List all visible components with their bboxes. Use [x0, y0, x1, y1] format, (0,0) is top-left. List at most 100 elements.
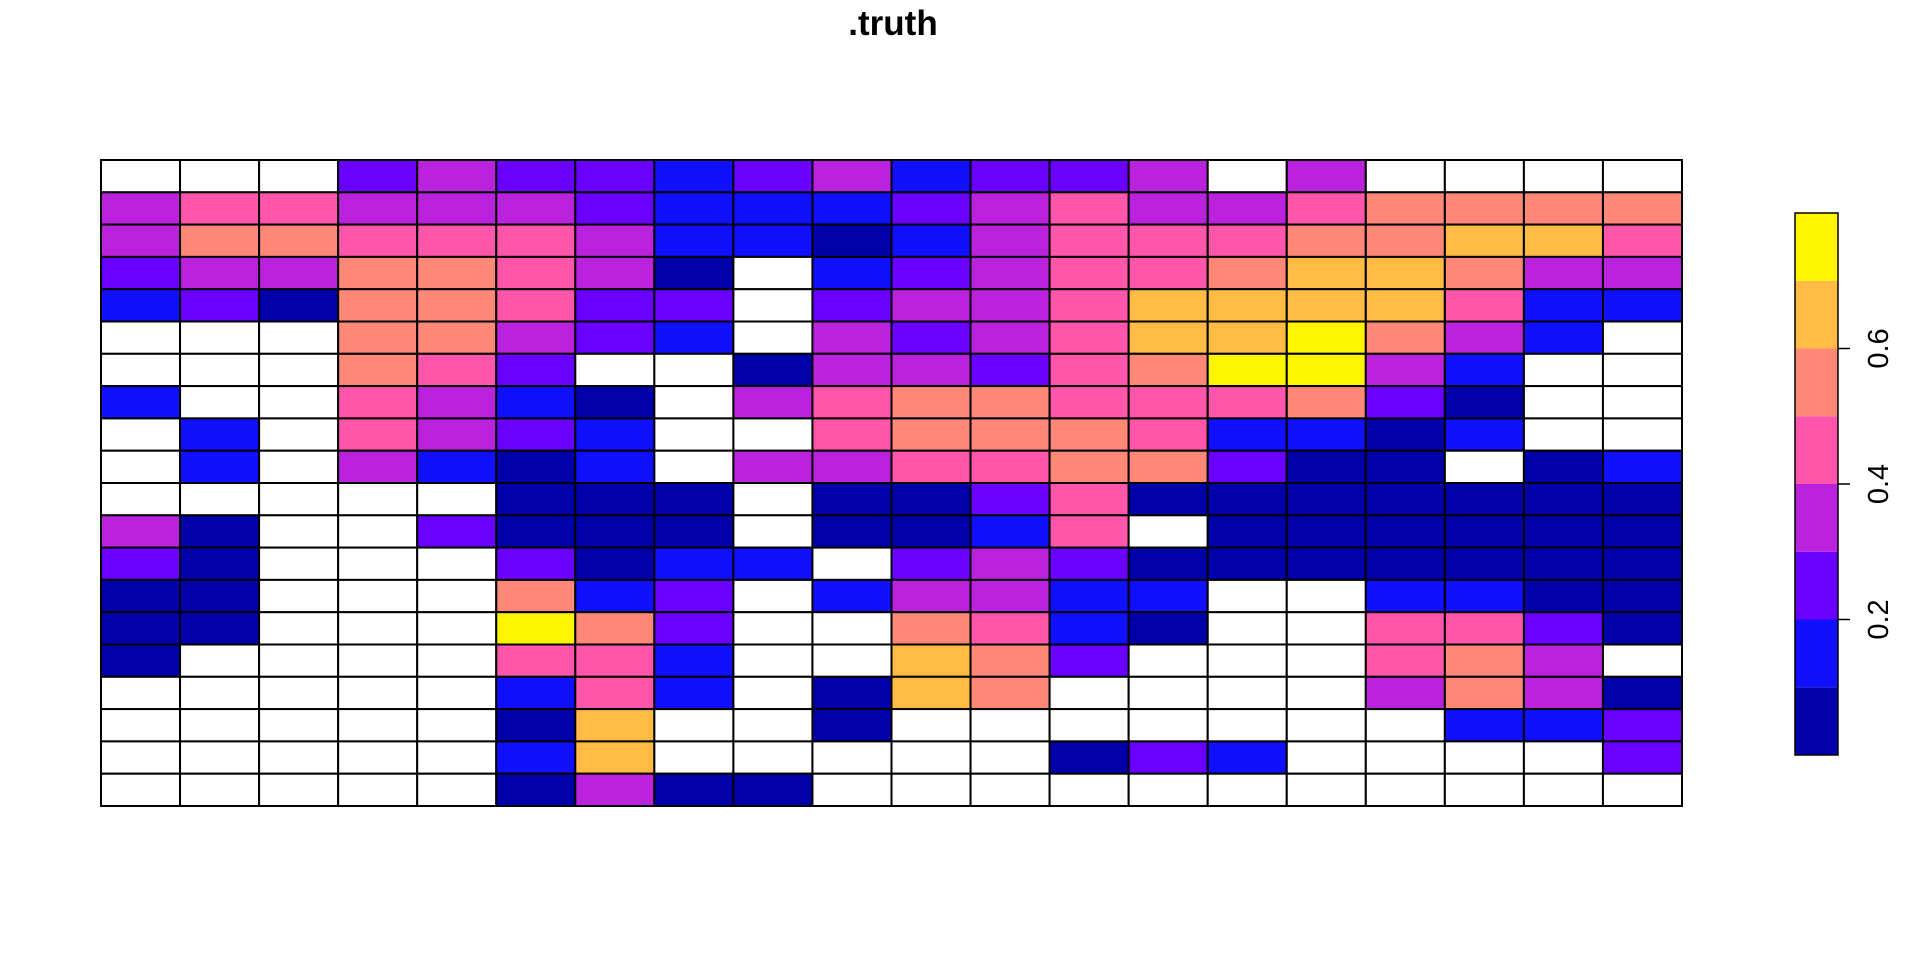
heatmap-cell: [100, 611, 182, 646]
heatmap-cell: [811, 546, 893, 581]
heatmap-cell: [574, 514, 656, 549]
heatmap-cell: [1443, 482, 1525, 517]
heatmap-cell: [100, 385, 182, 420]
heatmap-cell: [969, 320, 1051, 355]
heatmap-cell: [179, 708, 261, 743]
heatmap-cell: [1048, 708, 1130, 743]
heatmap-cell: [416, 320, 498, 355]
heatmap-cell: [1522, 385, 1604, 420]
heatmap-cell: [337, 191, 419, 226]
heatmap-cell: [1601, 675, 1683, 711]
heatmap-cell: [811, 772, 893, 808]
heatmap-cell: [1443, 708, 1525, 743]
heatmap-cell: [1522, 772, 1604, 808]
heatmap-cell: [1601, 514, 1683, 549]
heatmap-cell: [258, 385, 340, 420]
heatmap-cell: [179, 255, 261, 291]
heatmap-cell: [574, 385, 656, 420]
heatmap-cell: [732, 191, 814, 226]
heatmap-cell: [811, 675, 893, 711]
heatmap-cell: [1364, 159, 1446, 194]
heatmap-cell: [258, 223, 340, 258]
heatmap-cell: [969, 546, 1051, 581]
heatmap-cell: [574, 740, 656, 775]
heatmap-cell: [732, 352, 814, 388]
heatmap-cell: [1048, 643, 1130, 678]
heatmap-cell: [179, 288, 261, 323]
heatmap-cell: [732, 288, 814, 323]
heatmap-cell: [100, 772, 182, 808]
heatmap-cell: [574, 449, 656, 485]
heatmap-cell: [811, 352, 893, 388]
heatmap-cell: [732, 514, 814, 549]
heatmap-cell: [337, 288, 419, 323]
heatmap-cell: [1601, 482, 1683, 517]
heatmap-cell: [1285, 223, 1367, 258]
heatmap-cell: [100, 255, 182, 291]
heatmap-cell: [574, 643, 656, 678]
heatmap-cell: [179, 514, 261, 549]
heatmap-cell: [890, 449, 972, 485]
heatmap-cell: [258, 675, 340, 711]
heatmap-cell: [495, 223, 577, 258]
heatmap-cell: [416, 708, 498, 743]
heatmap-cell: [811, 643, 893, 678]
heatmap-cell: [337, 643, 419, 678]
colorbar-segment: [1795, 687, 1838, 755]
heatmap-cell: [337, 255, 419, 291]
heatmap-cell: [179, 546, 261, 581]
heatmap-cell: [258, 482, 340, 517]
heatmap-cell: [653, 675, 735, 711]
heatmap-cell: [1443, 417, 1525, 452]
heatmap-cell: [653, 514, 735, 549]
heatmap-cell: [1285, 449, 1367, 485]
heatmap-cell: [100, 223, 182, 258]
heatmap-cell: [258, 514, 340, 549]
heatmap-cell: [1206, 255, 1288, 291]
heatmap-cell: [1601, 352, 1683, 388]
heatmap-cell: [1127, 578, 1209, 614]
heatmap-cell: [1364, 191, 1446, 226]
heatmap-cell: [1364, 578, 1446, 614]
heatmap-cell: [890, 675, 972, 711]
heatmap-cell: [1364, 223, 1446, 258]
heatmap-cell: [416, 643, 498, 678]
heatmap-cell: [1285, 740, 1367, 775]
heatmap-cell: [1127, 708, 1209, 743]
heatmap-cell: [1364, 352, 1446, 388]
heatmap-cell: [890, 708, 972, 743]
heatmap-cell: [1522, 320, 1604, 355]
heatmap-cell: [495, 611, 577, 646]
heatmap-cell: [258, 320, 340, 355]
heatmap-cell: [1364, 288, 1446, 323]
heatmap-cell: [416, 191, 498, 226]
heatmap-cell: [653, 385, 735, 420]
heatmap-cell: [969, 740, 1051, 775]
heatmap-cell: [969, 772, 1051, 808]
heatmap-cell: [1443, 675, 1525, 711]
heatmap-cell: [1127, 385, 1209, 420]
heatmap-cell: [811, 417, 893, 452]
heatmap-cell: [100, 288, 182, 323]
heatmap-cell: [416, 611, 498, 646]
heatmap-cell: [100, 191, 182, 226]
heatmap-cell: [969, 578, 1051, 614]
heatmap-cell: [1127, 352, 1209, 388]
heatmap-cell: [1601, 740, 1683, 775]
heatmap-cell: [811, 255, 893, 291]
heatmap-cell: [1206, 546, 1288, 581]
heatmap-cell: [416, 675, 498, 711]
heatmap-cell: [1206, 643, 1288, 678]
heatmap-cell: [732, 708, 814, 743]
heatmap-cell: [1285, 708, 1367, 743]
heatmap-cell: [1127, 611, 1209, 646]
heatmap-cell: [732, 449, 814, 485]
heatmap-cell: [1522, 514, 1604, 549]
heatmap-cell: [1364, 675, 1446, 711]
heatmap-cell: [416, 417, 498, 452]
heatmap-cell: [1127, 320, 1209, 355]
colorbar-segment: [1795, 348, 1838, 417]
heatmap-cell: [337, 449, 419, 485]
heatmap-cell: [1127, 288, 1209, 323]
heatmap-cell: [732, 417, 814, 452]
